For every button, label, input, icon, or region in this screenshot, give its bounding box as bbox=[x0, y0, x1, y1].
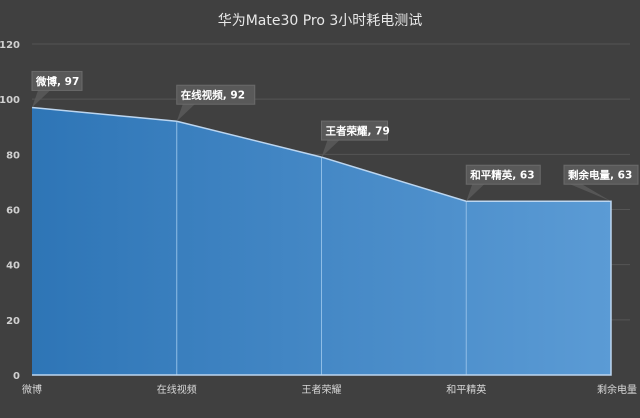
svg-text:在线视频, 92: 在线视频, 92 bbox=[181, 89, 245, 102]
svg-text:微博, 97: 微博, 97 bbox=[35, 75, 79, 88]
x-tick-label: 和平精英 bbox=[446, 383, 486, 396]
x-tick-label: 在线视频 bbox=[157, 383, 197, 396]
y-tick-label: 80 bbox=[6, 150, 20, 161]
x-axis-ticks: 微博 在线视频 王者荣耀 和平精英 剩余电量 bbox=[22, 383, 637, 396]
data-label: 剩余电量, 63 bbox=[563, 164, 639, 202]
y-tick-label: 120 bbox=[0, 40, 20, 51]
data-label: 在线视频, 92 bbox=[176, 84, 256, 122]
chart-title: 华为Mate30 Pro 3小时耗电测试 bbox=[217, 13, 423, 29]
y-tick-label: 100 bbox=[0, 95, 20, 106]
area-series bbox=[31, 106, 612, 376]
svg-text:剩余电量, 63: 剩余电量, 63 bbox=[568, 169, 632, 182]
x-tick-label: 微博 bbox=[22, 383, 42, 396]
y-axis-ticks: 0 20 40 60 80 100 120 bbox=[0, 40, 20, 382]
x-tick-label: 剩余电量 bbox=[597, 383, 637, 396]
y-tick-label: 0 bbox=[13, 371, 20, 382]
data-label: 王者荣耀, 79 bbox=[321, 120, 390, 158]
data-label-callouts: 微博, 97 在线视频, 92 王者荣耀, 79 和平精英, 63 剩余电量, 63 bbox=[31, 70, 639, 202]
svg-text:王者荣耀, 79: 王者荣耀, 79 bbox=[326, 125, 390, 138]
y-tick-label: 20 bbox=[6, 316, 20, 327]
data-label: 和平精英, 63 bbox=[465, 164, 541, 202]
data-label: 微博, 97 bbox=[31, 70, 83, 108]
x-tick-label: 王者荣耀 bbox=[302, 384, 342, 396]
y-tick-label: 60 bbox=[6, 206, 20, 217]
y-tick-label: 40 bbox=[6, 261, 20, 272]
svg-text:和平精英, 63: 和平精英, 63 bbox=[469, 169, 534, 182]
